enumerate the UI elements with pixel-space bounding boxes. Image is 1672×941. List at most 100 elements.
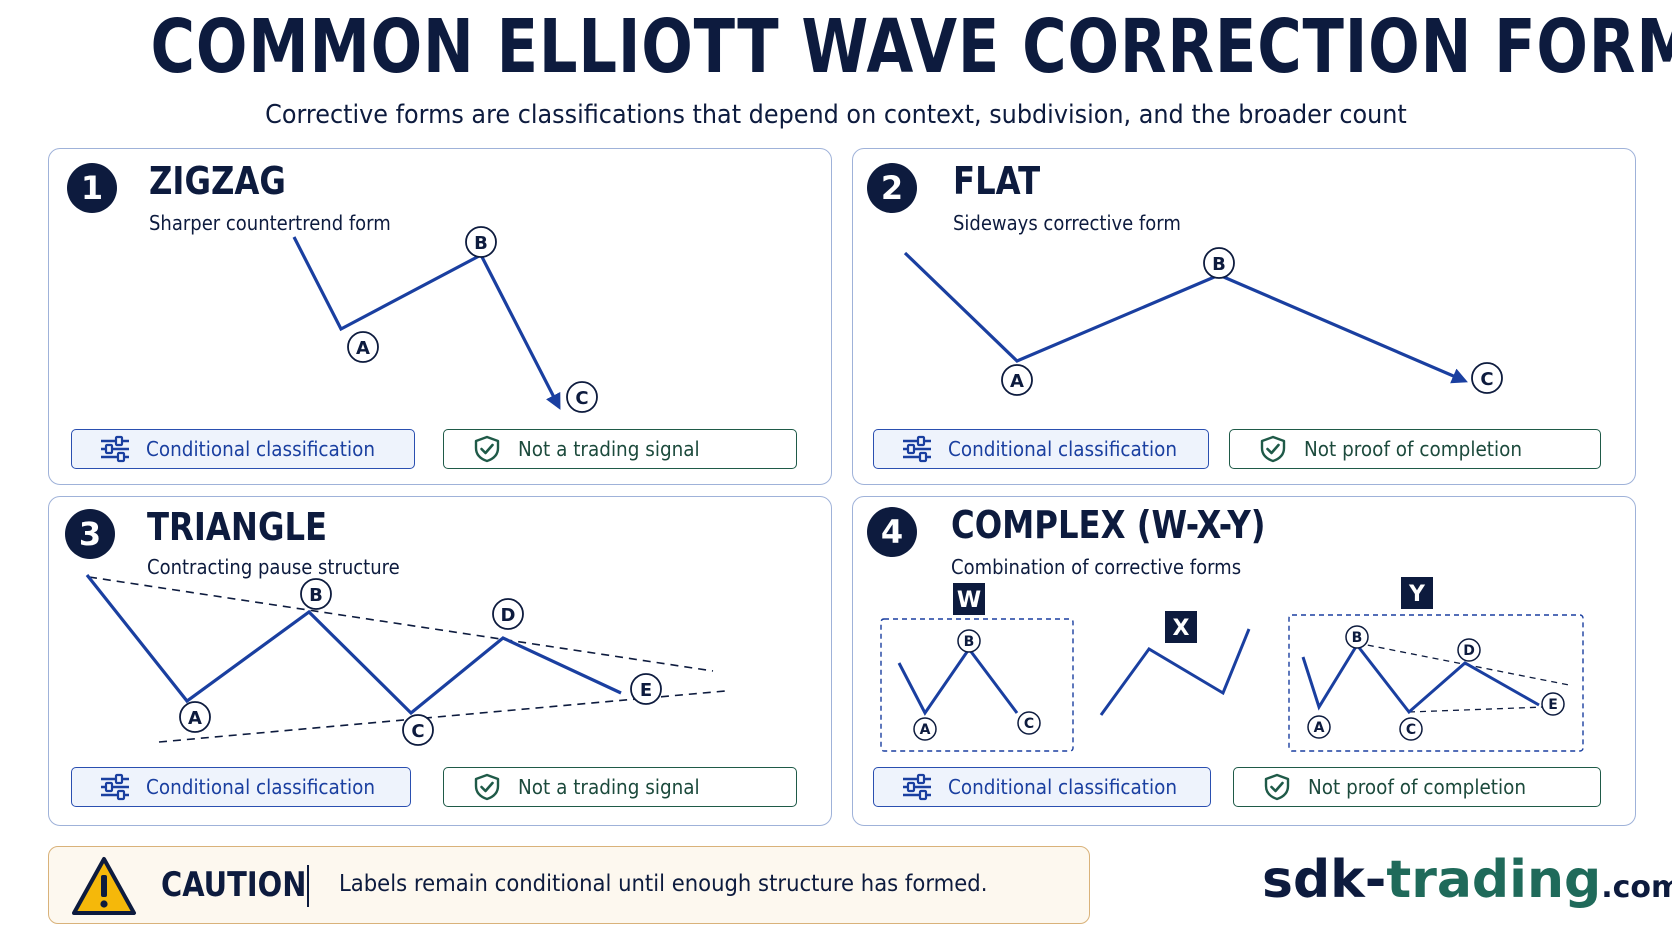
svg-text:C: C xyxy=(1024,716,1034,732)
panel-subtitle: Sharper countertrend form xyxy=(149,211,391,235)
panel-triangle: 3 TRIANGLE Contracting pause structure A… xyxy=(48,496,832,826)
caution-divider xyxy=(307,865,309,907)
svg-text:B: B xyxy=(309,585,323,606)
svg-text:A: A xyxy=(188,708,202,729)
svg-text:A: A xyxy=(356,338,370,359)
w-label-c: C xyxy=(1017,711,1041,735)
panel-flat: 2 FLAT Sideways corrective form A B C Co… xyxy=(852,148,1636,485)
panel-number: 4 xyxy=(867,507,917,557)
panel-title: ZIGZAG xyxy=(149,159,286,203)
panel-title: COMPLEX (W-X-Y) xyxy=(951,503,1266,547)
y-label-a: A xyxy=(1307,715,1331,739)
wave-label-c: C xyxy=(402,714,434,746)
panel-subtitle: Contracting pause structure xyxy=(147,555,400,579)
flat-diagram: A B C xyxy=(903,247,1503,396)
panel-number: 1 xyxy=(67,163,117,213)
shield-check-icon xyxy=(1256,435,1290,463)
wave-label-a: A xyxy=(1001,364,1033,396)
svg-text:B: B xyxy=(1352,630,1363,646)
tag-label: Not a trading signal xyxy=(518,775,700,799)
w-segment-box xyxy=(880,618,1074,752)
panel-number: 3 xyxy=(65,509,115,559)
w-segment-badge: W xyxy=(953,583,985,615)
not-trading-signal-tag: Not a trading signal xyxy=(443,767,797,807)
warning-triangle-icon xyxy=(72,857,136,915)
zigzag-wave-line xyxy=(292,236,561,410)
tag-label: Conditional classification xyxy=(146,437,376,461)
panel-number: 2 xyxy=(867,163,917,213)
page-title: COMMON ELLIOTT WAVE CORRECTION FORMS xyxy=(150,4,1672,90)
svg-text:A: A xyxy=(1314,720,1325,736)
wave-label-e: E xyxy=(630,673,662,705)
wave-label-c: C xyxy=(1471,362,1503,394)
svg-text:W: W xyxy=(957,588,981,613)
svg-text:C: C xyxy=(1406,722,1416,738)
triangle-upper-trendline xyxy=(88,576,714,672)
wave-label-b: B xyxy=(1203,247,1235,279)
svg-text:Y: Y xyxy=(1408,582,1426,607)
tag-label: Conditional classification xyxy=(948,437,1178,461)
y-label-c: C xyxy=(1399,717,1423,741)
not-proof-of-completion-tag: Not proof of completion xyxy=(1233,767,1601,807)
complex-wxy-diagram: W A B C X Y A B C D E xyxy=(880,577,1584,752)
sliders-icon xyxy=(900,435,934,463)
sliders-icon xyxy=(98,773,132,801)
w-label-b: B xyxy=(957,629,981,653)
triangle-wave-line xyxy=(85,574,622,716)
y-segment-box xyxy=(1288,614,1584,752)
not-proof-of-completion-tag: Not proof of completion xyxy=(1229,429,1601,469)
wave-label-b: B xyxy=(465,226,497,258)
svg-text:A: A xyxy=(1010,371,1024,392)
wave-label-b: B xyxy=(300,578,332,610)
brand-name-accent: trading xyxy=(1386,850,1602,910)
y-lower-trendline xyxy=(1408,706,1546,713)
brand-suffix: .com xyxy=(1601,870,1672,905)
x-segment-badge: X xyxy=(1165,611,1197,643)
conditional-classification-tag: Conditional classification xyxy=(873,767,1211,807)
svg-text:D: D xyxy=(501,605,516,626)
brand-logo: sdk-trading.com xyxy=(1262,850,1672,910)
wave-label-a: A xyxy=(179,701,211,733)
wave-label-a: A xyxy=(347,331,379,363)
wave-label-c: C xyxy=(566,381,598,413)
sliders-icon xyxy=(98,435,132,463)
caution-text: Labels remain conditional until enough s… xyxy=(339,871,988,897)
shield-check-icon xyxy=(1260,773,1294,801)
panel-complex-wxy: 4 COMPLEX (W-X-Y) Combination of correct… xyxy=(852,496,1636,826)
y-label-b: B xyxy=(1345,625,1369,649)
page-subtitle: Corrective forms are classifications tha… xyxy=(265,100,1407,130)
conditional-classification-tag: Conditional classification xyxy=(873,429,1209,469)
svg-text:C: C xyxy=(575,388,588,409)
tag-label: Not a trading signal xyxy=(518,437,700,461)
w-wave-line xyxy=(897,646,1019,716)
panel-title: FLAT xyxy=(953,159,1041,203)
svg-text:X: X xyxy=(1173,616,1190,641)
svg-text:A: A xyxy=(920,722,931,738)
svg-text:E: E xyxy=(640,680,652,701)
svg-text:D: D xyxy=(1463,643,1475,659)
triangle-lower-trendline xyxy=(158,690,726,743)
zigzag-diagram: A B C xyxy=(292,226,598,413)
sliders-icon xyxy=(900,773,934,801)
caution-label: CAUTION xyxy=(161,865,307,905)
conditional-classification-tag: Conditional classification xyxy=(71,429,415,469)
tag-label: Conditional classification xyxy=(146,775,376,799)
shield-check-icon xyxy=(470,435,504,463)
w-label-a: A xyxy=(913,717,937,741)
y-upper-trendline xyxy=(1356,642,1570,686)
y-wave-line xyxy=(1301,642,1540,715)
tag-label: Not proof of completion xyxy=(1304,437,1523,461)
y-segment-badge: Y xyxy=(1401,577,1433,609)
shield-check-icon xyxy=(470,773,504,801)
panel-title: TRIANGLE xyxy=(147,505,328,549)
panel-subtitle: Sideways corrective form xyxy=(953,211,1181,235)
tag-label: Not proof of completion xyxy=(1308,775,1527,799)
brand-name: sdk- xyxy=(1262,850,1387,910)
tag-label: Conditional classification xyxy=(948,775,1178,799)
caution-bar: CAUTION Labels remain conditional until … xyxy=(48,846,1090,924)
panel-zigzag: 1 ZIGZAG Sharper countertrend form A B C… xyxy=(48,148,832,485)
not-trading-signal-tag: Not a trading signal xyxy=(443,429,797,469)
svg-text:E: E xyxy=(1548,697,1558,713)
svg-text:B: B xyxy=(474,233,488,254)
svg-text:B: B xyxy=(1212,254,1226,275)
